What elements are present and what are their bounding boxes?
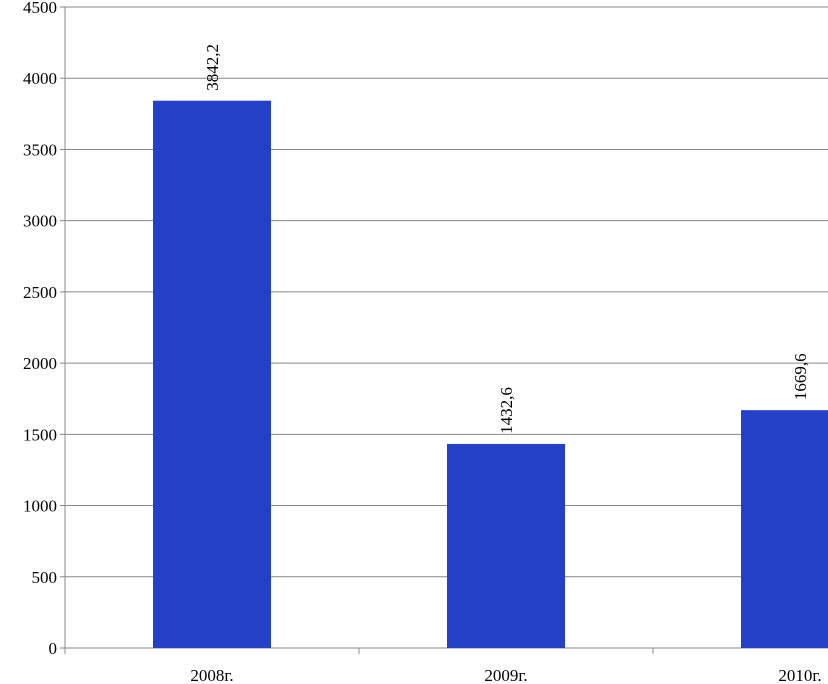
y-tick-label: 500	[32, 568, 58, 587]
y-tick-label: 2500	[23, 283, 57, 302]
bar	[447, 443, 565, 648]
y-tick-label: 4500	[23, 0, 57, 17]
y-tick-label: 2000	[23, 354, 57, 373]
value-label: 3842,2	[203, 44, 222, 91]
y-tick-label: 0	[49, 639, 58, 658]
y-tick-label: 3000	[23, 212, 57, 231]
x-tick-label: 2010г.	[778, 666, 821, 684]
y-tick-label: 4000	[23, 69, 57, 88]
bar	[741, 410, 828, 648]
y-tick-label: 1000	[23, 497, 57, 516]
x-tick-label: 2009г.	[484, 666, 527, 684]
value-label: 1432,6	[497, 387, 516, 434]
y-tick-label: 3500	[23, 140, 57, 159]
bar	[153, 100, 271, 649]
y-tick-label: 1500	[23, 425, 57, 444]
x-tick-label: 2008г.	[190, 666, 233, 684]
value-label: 1669,6	[791, 353, 810, 400]
